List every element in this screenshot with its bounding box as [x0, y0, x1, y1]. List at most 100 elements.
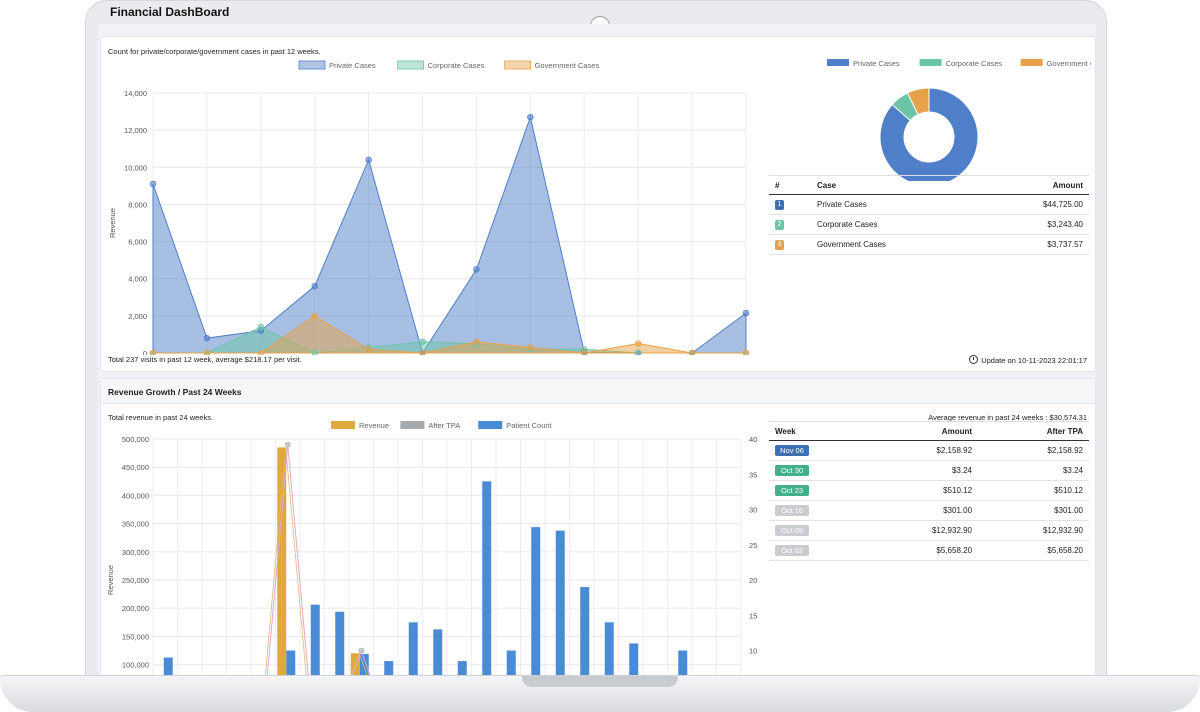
table-row[interactable]: Oct 09 $12,932.90 $12,932.90 — [769, 520, 1089, 541]
data-point — [634, 349, 642, 355]
data-point — [311, 282, 318, 290]
revenue-title: Revenue Growth / Past 24 Weeks — [108, 387, 242, 397]
legend-swatch — [397, 60, 425, 70]
y2-tick-label: 20 — [749, 576, 757, 585]
patient-count-bar — [604, 622, 614, 679]
patient-count-bar — [384, 661, 394, 679]
data-point — [473, 266, 480, 273]
patient-count-bar — [163, 657, 173, 679]
table-row[interactable]: 1 Private Cases $44,725.00 — [769, 194, 1089, 215]
data-point — [419, 338, 426, 346]
week-after-tpa: $301.00 — [978, 500, 1089, 521]
revenue-line — [264, 447, 369, 679]
week-badge[interactable]: Oct 23 — [775, 485, 809, 496]
week-after-tpa: $2,158.92 — [978, 440, 1089, 461]
week-badge[interactable]: Oct 09 — [775, 525, 809, 536]
laptop-notch — [522, 676, 678, 687]
data-point — [311, 349, 318, 355]
y-tick-label: 400,000 — [122, 491, 149, 500]
table-row[interactable]: Oct 30 $3.24 $3.24 — [769, 460, 1089, 481]
table-row[interactable]: Nov 06 $2,158.92 $2,158.92 — [769, 440, 1089, 461]
update-text: Update on 10-11-2023 22:01:17 — [981, 356, 1087, 365]
y-tick-label: 350,000 — [122, 520, 149, 529]
table-row[interactable]: Oct 02 $5,658.20 $5,658.20 — [769, 540, 1089, 561]
cases-area-chart: Private Cases Corporate Cases Government C… — [108, 60, 750, 355]
donut-slice — [906, 87, 930, 116]
week-amount: $510.12 — [867, 480, 979, 501]
row-num-badge: 1 — [775, 200, 784, 210]
col-amount: Amount — [980, 175, 1089, 195]
case-name: Corporate Cases — [811, 214, 981, 235]
week-amount: $2,158.92 — [867, 440, 979, 461]
week-amount: $12,932.90 — [867, 520, 979, 541]
revenue-table: Week Amount After TPA Nov 06 $2,158.92 $2,… — [769, 421, 1089, 561]
legend-label: Government Cases — [535, 61, 600, 70]
legend-label: Private Cases — [329, 61, 376, 70]
legend-swatch — [478, 421, 503, 429]
patient-count-bar — [580, 587, 590, 679]
patient-count-bar — [482, 481, 492, 679]
data-point — [527, 344, 534, 351]
legend-label: Patient Count — [506, 421, 552, 430]
patient-count-bar — [408, 622, 418, 679]
col-after-tpa: After TPA — [978, 421, 1089, 441]
table-row[interactable]: 2 Corporate Cases $3,243.40 — [769, 214, 1089, 235]
y-tick-label: 100,000 — [122, 661, 149, 670]
legend-swatch — [400, 421, 425, 429]
y-tick-label: 0 — [143, 349, 147, 355]
data-point — [149, 180, 157, 188]
patient-count-bar — [555, 530, 565, 679]
legend-label: Government Cases — [1047, 59, 1091, 68]
legend-swatch — [1020, 59, 1043, 66]
legend-label: Revenue — [359, 421, 389, 430]
week-after-tpa: $12,932.90 — [978, 520, 1089, 541]
case-name: Private Cases — [811, 194, 981, 215]
case-name: Government Cases — [811, 234, 981, 255]
y-tick-label: 8,000 — [128, 200, 147, 209]
y-tick-label: 10,000 — [124, 163, 147, 172]
y-tick-label: 500,000 — [122, 435, 149, 444]
cases-subtitle: Count for private/corporate/government c… — [108, 47, 321, 56]
patient-count-bar — [335, 611, 345, 679]
cases-donut-chart: Private Cases Corporate Cases Government C… — [827, 59, 1091, 181]
revenue-bar — [277, 447, 287, 679]
data-point — [634, 340, 642, 347]
table-row[interactable]: Oct 23 $510.12 $510.12 — [769, 480, 1089, 501]
revenue-subtitle: Total revenue in past 24 weeks. — [108, 413, 214, 422]
data-point — [473, 338, 480, 346]
week-after-tpa: $5,658.20 — [978, 540, 1089, 561]
row-num-badge: 3 — [775, 240, 784, 250]
patient-count-bar — [310, 604, 320, 679]
week-badge[interactable]: Nov 06 — [775, 445, 809, 456]
col-amount: Amount — [867, 421, 979, 441]
data-point — [365, 156, 372, 164]
legend-swatch — [298, 60, 326, 70]
week-badge[interactable]: Oct 30 — [775, 465, 809, 476]
y2-tick-label: 40 — [749, 435, 757, 444]
case-amount: $3,737.57 — [980, 234, 1089, 255]
week-badge[interactable]: Oct 16 — [775, 505, 809, 516]
patient-count-bar — [629, 643, 639, 679]
y-tick-label: 6,000 — [128, 238, 147, 247]
data-point — [257, 323, 265, 331]
revenue-bar — [350, 653, 360, 679]
y-axis-label: Revenue — [106, 565, 115, 595]
data-point — [419, 349, 426, 355]
legend-label: Private Cases — [853, 59, 900, 68]
case-amount: $44,725.00 — [980, 194, 1089, 215]
week-after-tpa: $510.12 — [978, 480, 1089, 501]
y-tick-label: 150,000 — [122, 632, 149, 641]
data-point — [284, 441, 291, 448]
week-badge[interactable]: Oct 02 — [775, 545, 809, 556]
cases-table: # Case Amount 1 Private Cases $44,725.00… — [769, 175, 1089, 255]
data-point — [311, 312, 318, 320]
case-amount: $3,243.40 — [980, 214, 1089, 235]
y-tick-label: 4,000 — [128, 275, 147, 284]
data-point — [688, 349, 696, 355]
table-row[interactable]: 3 Government Cases $3,737.57 — [769, 234, 1089, 255]
y-tick-label: 2,000 — [128, 312, 147, 321]
week-amount: $301.00 — [867, 500, 979, 521]
revenue-card: Revenue Growth / Past 24 Weeks Total rev… — [100, 378, 1096, 679]
y2-tick-label: 30 — [749, 506, 757, 515]
table-row[interactable]: Oct 16 $301.00 $301.00 — [769, 500, 1089, 521]
